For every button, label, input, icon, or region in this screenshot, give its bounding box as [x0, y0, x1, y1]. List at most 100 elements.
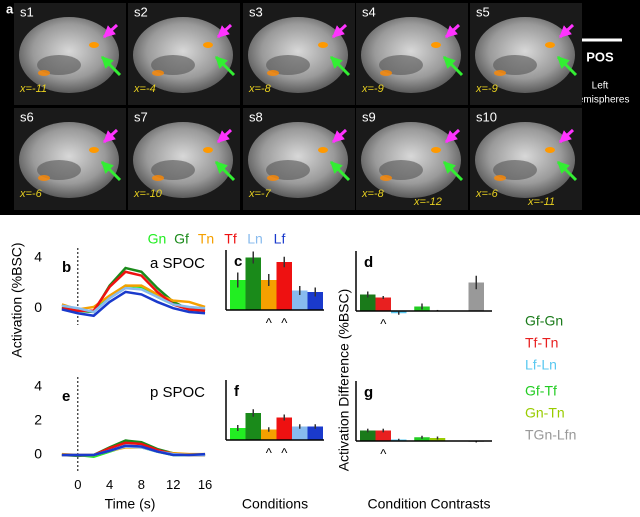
bar: [276, 417, 292, 440]
arrow: [442, 160, 464, 182]
bar: [292, 426, 308, 440]
slice-label: s8: [249, 109, 263, 124]
arrow: [216, 128, 233, 144]
arrow: [556, 55, 578, 77]
activation: [431, 42, 441, 48]
significance-marker: ^: [281, 315, 288, 330]
activation: [152, 70, 164, 76]
significance-marker: ^: [380, 446, 387, 461]
series-line: [61, 284, 206, 311]
brain: [248, 17, 348, 93]
slice-label: s10: [476, 109, 497, 124]
y-tick-label: 4: [34, 378, 42, 394]
panel-label: b: [62, 259, 71, 276]
activation: [89, 147, 99, 153]
arrow: [444, 128, 461, 144]
brain: [361, 122, 461, 198]
legend-entry: Gn-Tn: [525, 405, 565, 421]
brain: [133, 17, 233, 93]
scale-label: POS: [586, 49, 614, 64]
brain: [475, 122, 575, 198]
hemisphere-label: Left: [592, 81, 609, 92]
bar: [468, 282, 484, 311]
slice-label: s9: [362, 109, 376, 124]
activation: [38, 70, 50, 76]
legend-entry: Tf-Tn: [525, 335, 558, 351]
arrow: [329, 160, 351, 182]
slice-label: s7: [134, 109, 148, 124]
x-axis-label: Conditions: [242, 496, 308, 512]
activation: [267, 175, 279, 181]
arrow: [331, 128, 348, 144]
arrow: [102, 23, 119, 39]
brain-detail: [266, 55, 310, 75]
x-tick-label: 0: [74, 477, 81, 492]
slice-coord: x=-11: [527, 196, 555, 208]
activation: [38, 175, 50, 181]
brain-detail: [151, 55, 195, 75]
bar: [245, 257, 261, 310]
legend-entry: Ln: [247, 231, 263, 247]
activation: [89, 42, 99, 48]
slice-label: s4: [362, 4, 376, 19]
panel-label: a: [6, 1, 14, 16]
panel-label: e: [62, 388, 70, 405]
brain: [19, 17, 119, 93]
slice-coord: x=-9: [475, 83, 498, 95]
activation: [203, 147, 213, 153]
panel-title: a SPOC: [150, 255, 205, 272]
significance-marker: ^: [266, 315, 273, 330]
brain-detail: [493, 55, 537, 75]
arrow: [444, 23, 461, 39]
y-tick-label: 0: [34, 299, 42, 315]
brain: [19, 122, 119, 198]
significance-marker: ^: [266, 445, 273, 460]
slice-label: s1: [20, 4, 34, 19]
x-tick-label: 16: [198, 477, 212, 492]
y-axis-label: Activation (%BSC): [9, 242, 25, 357]
bar: [230, 428, 246, 440]
significance-marker: ^: [380, 316, 387, 331]
brain: [475, 17, 575, 93]
panel-label: f: [234, 383, 240, 400]
bar: [245, 413, 261, 440]
series-line: [61, 445, 206, 457]
legend-entry: Gf-Tf: [525, 383, 557, 399]
brain-detail: [37, 160, 81, 180]
activation: [318, 147, 328, 153]
slice-label: s2: [134, 4, 148, 19]
bar: [276, 262, 292, 310]
brain: [361, 17, 461, 93]
arrow: [100, 160, 122, 182]
activation: [318, 42, 328, 48]
brain: [133, 122, 233, 198]
series-line: [61, 290, 206, 318]
activation: [545, 42, 555, 48]
legend-entry: Gf: [174, 231, 189, 247]
legend-entry: Lf-Ln: [525, 357, 557, 373]
arrow: [556, 160, 578, 182]
slice-coord: x=-4: [133, 83, 156, 95]
x-axis-label: Time (s): [105, 496, 156, 512]
panel-label: d: [364, 254, 373, 271]
bar: [375, 430, 391, 441]
activation: [545, 147, 555, 153]
legend-entry: Tf: [224, 231, 237, 247]
x-tick-label: 4: [106, 477, 113, 492]
slice-coord: x=-6: [19, 188, 43, 200]
legend-entry: Gn: [148, 231, 167, 247]
hemisphere-label: Hemispheres: [571, 95, 630, 106]
series-line: [61, 444, 206, 457]
activation: [152, 175, 164, 181]
series-line: [61, 286, 206, 314]
activation: [431, 147, 441, 153]
legend-entry: TGn-Lfn: [525, 427, 576, 443]
slice-coord: x=-12: [413, 196, 442, 208]
bar: [360, 294, 376, 311]
slice-label: s5: [476, 4, 490, 19]
arrow: [100, 55, 122, 77]
slice-coord: x=-8: [361, 188, 385, 200]
arrow: [214, 55, 236, 77]
y-axis-label: Activation Difference (%BSC): [336, 289, 352, 472]
